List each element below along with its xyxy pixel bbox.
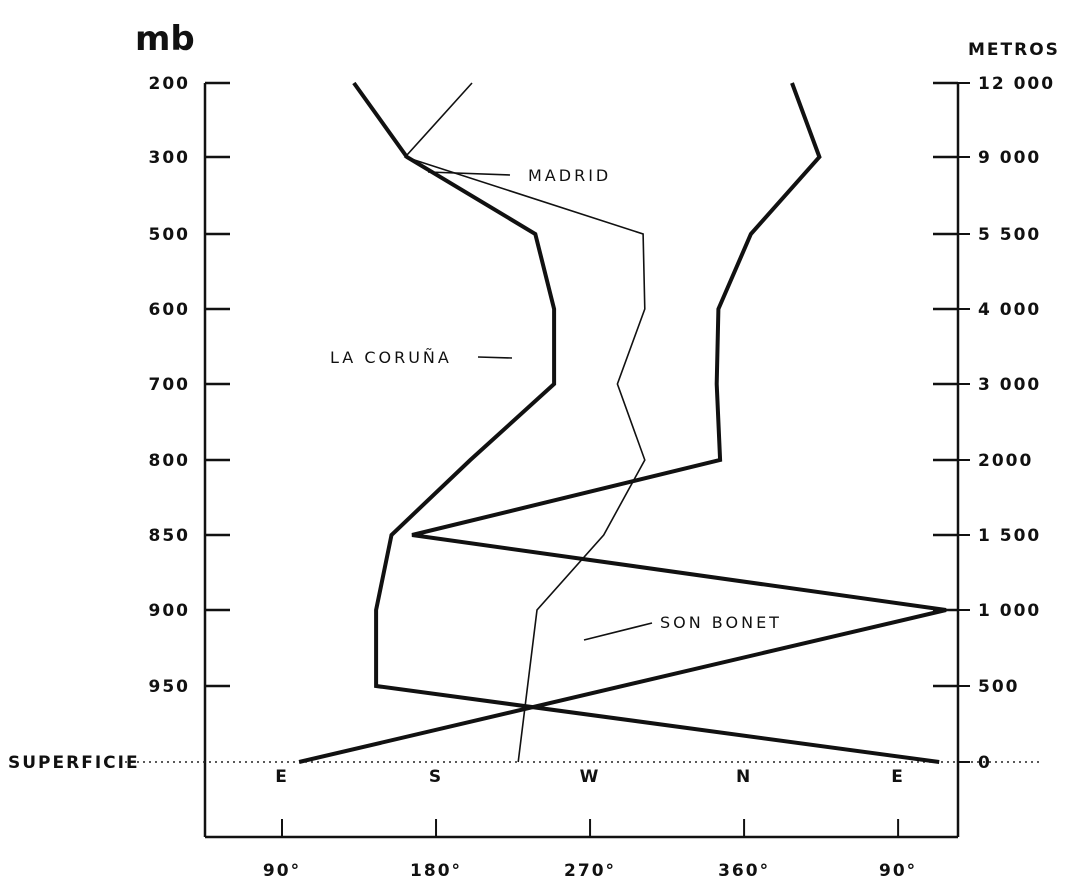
pressure-tick-label: 800 bbox=[149, 451, 191, 471]
pressure-tick-label: 300 bbox=[149, 148, 191, 168]
degree-tick-label: 180° bbox=[410, 861, 462, 881]
series-line-madrid bbox=[403, 82, 646, 763]
direction-ticks: E 90° S 180° W 270° N 360° E 90° bbox=[263, 767, 917, 881]
pressure-tick-label: 600 bbox=[149, 300, 191, 320]
pressure-tick-label: 200 bbox=[149, 74, 191, 94]
left-axis-unit: mb bbox=[135, 19, 195, 59]
direction-letter: W bbox=[580, 767, 601, 787]
direction-letter: S bbox=[429, 767, 443, 787]
height-ticks: 12 000 9 000 5 500 4 000 3 000 2000 1 500 1 000… bbox=[933, 74, 1055, 773]
pressure-tick-label: 500 bbox=[149, 225, 191, 245]
pressure-tick-label: 900 bbox=[149, 601, 191, 621]
right-axis-unit: METROS bbox=[968, 40, 1060, 60]
plot-frame bbox=[125, 83, 1040, 839]
direction-letter: N bbox=[736, 767, 752, 787]
annotation-label: MADRID bbox=[528, 166, 611, 185]
height-tick-label: 3 000 bbox=[978, 375, 1041, 395]
series-labels: MADRID LA CORUÑA SON BONET bbox=[330, 166, 782, 641]
pressure-tick-label: 850 bbox=[149, 526, 191, 546]
annotation-label: SON BONET bbox=[660, 613, 782, 632]
surface-label: SUPERFICIE bbox=[8, 753, 140, 773]
degree-tick-label: 270° bbox=[564, 861, 616, 881]
annotation-leader-line bbox=[427, 171, 511, 176]
series-line-son-bonet bbox=[298, 82, 947, 764]
direction-letter: E bbox=[891, 767, 905, 787]
pressure-tick-label: 950 bbox=[149, 677, 191, 697]
annotation-leader-line bbox=[583, 622, 653, 641]
height-tick-label: 5 500 bbox=[978, 225, 1041, 245]
pressure-tick-label: 700 bbox=[149, 375, 191, 395]
annotation-label: LA CORUÑA bbox=[330, 348, 452, 367]
height-tick-label: 500 bbox=[978, 677, 1020, 697]
height-tick-label: 4 000 bbox=[978, 300, 1041, 320]
annotation-leader-line bbox=[477, 356, 513, 359]
degree-tick-label: 90° bbox=[879, 861, 917, 881]
pressure-level-ticks: 200 300 500 600 700 800 850 900 950 SUPERFICIE bbox=[8, 74, 230, 773]
height-tick-label: 2000 bbox=[978, 451, 1033, 471]
height-tick-label: 1 000 bbox=[978, 601, 1041, 621]
series-line-la-coru-a bbox=[352, 81, 940, 764]
height-tick-label: 12 000 bbox=[978, 74, 1055, 94]
series-lines bbox=[298, 81, 947, 764]
direction-letter: E bbox=[275, 767, 289, 787]
height-tick-label: 1 500 bbox=[978, 526, 1041, 546]
height-tick-label: 0 bbox=[978, 753, 992, 773]
height-tick-label: 9 000 bbox=[978, 148, 1041, 168]
degree-tick-label: 90° bbox=[263, 861, 301, 881]
degree-tick-label: 360° bbox=[718, 861, 770, 881]
